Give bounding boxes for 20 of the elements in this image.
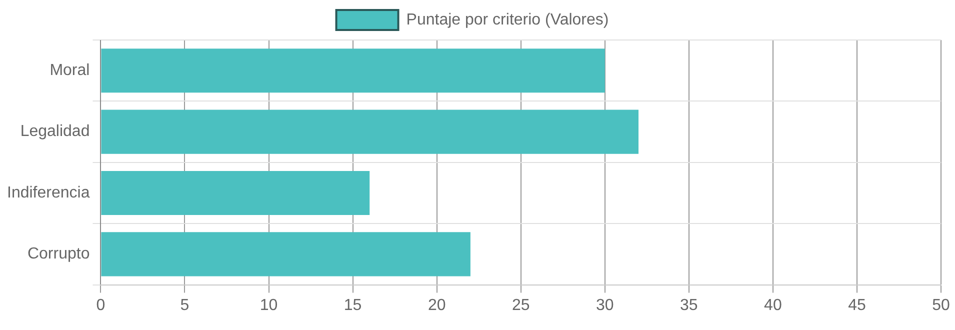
- x-tick-label: 10: [260, 296, 278, 314]
- x-tick-label: 40: [764, 296, 782, 314]
- bar: [101, 232, 470, 276]
- y-tick-label: Indiferencia: [7, 184, 90, 202]
- y-tick-label: Moral: [50, 62, 90, 80]
- bar: [101, 110, 638, 154]
- x-tick-label: 0: [96, 296, 106, 314]
- y-tick-label: Corrupto: [27, 246, 90, 263]
- x-tick-label: 50: [932, 296, 950, 314]
- bar: [101, 48, 605, 93]
- x-tick-label: 25: [512, 296, 530, 314]
- y-tick-label: Legalidad: [20, 123, 90, 140]
- x-tick-label: 20: [428, 296, 446, 314]
- x-tick-label: 5: [180, 296, 190, 314]
- bar: [101, 170, 370, 216]
- x-tick-label: 35: [680, 296, 698, 314]
- legend-label: Puntaje por criterio (Valores): [406, 11, 609, 28]
- x-tick-label: 15: [344, 296, 362, 314]
- x-tick-label: 30: [596, 296, 614, 314]
- x-tick-label: 45: [848, 296, 866, 314]
